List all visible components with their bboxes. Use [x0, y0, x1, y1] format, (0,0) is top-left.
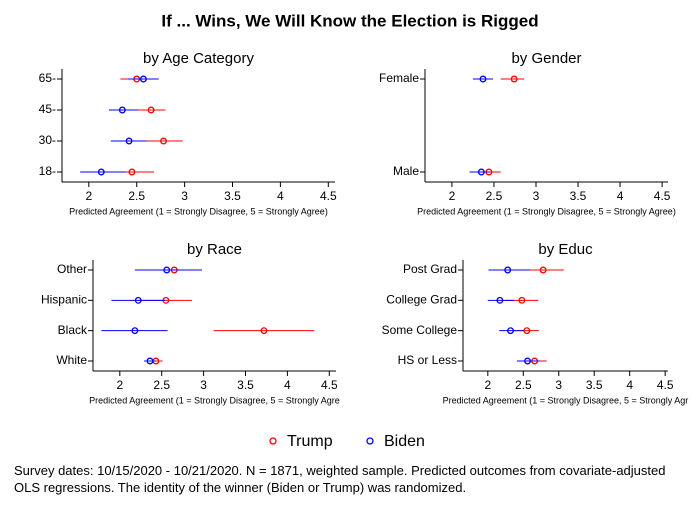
point-estimate: [128, 168, 136, 176]
chart: If ... Wins, We Will Know the Election i…: [39, 11, 689, 450]
y-tick-label: Black: [58, 323, 88, 337]
point-estimate: [539, 266, 547, 274]
y-tick-label: Some College: [382, 323, 458, 337]
x-tick-label: 2.5: [128, 189, 145, 203]
point-estimate: [139, 75, 147, 83]
x-tick-label: 4.5: [657, 378, 674, 392]
note: Survey dates: 10/15/2020 - 10/21/2020. N…: [14, 463, 666, 495]
x-tick-label: 2.5: [486, 189, 503, 203]
legend-marker: [366, 437, 374, 445]
x-tick-label: 2: [116, 378, 123, 392]
y-tick-label: Post Grad: [403, 262, 457, 276]
x-tick-label: 2: [484, 378, 491, 392]
y-tick-label: Hispanic: [41, 293, 87, 307]
point-estimate: [97, 168, 105, 176]
legend-marker: [269, 437, 277, 445]
x-axis-label: Predicted Agreement (1 = Strongly Disagr…: [443, 395, 689, 405]
point-estimate: [523, 327, 531, 335]
point-estimate: [131, 327, 139, 335]
point-estimate: [496, 296, 504, 304]
x-tick-label: 4: [284, 378, 291, 392]
legend-label: Trump: [287, 433, 333, 450]
point-estimate: [125, 137, 133, 145]
y-tick-label: 30-: [39, 133, 56, 147]
point-estimate: [477, 168, 485, 176]
x-tick-label: 3.5: [224, 189, 241, 203]
y-tick-label: 45-: [39, 102, 56, 116]
point-estimate: [504, 266, 512, 274]
point-estimate: [134, 296, 142, 304]
panel-title: by Educ: [538, 241, 593, 258]
point-estimate: [510, 75, 518, 83]
x-tick-label: 3: [181, 189, 188, 203]
point-estimate: [146, 357, 154, 365]
point-estimate: [163, 266, 171, 274]
point-estimate: [518, 296, 526, 304]
y-tick-label: Female: [379, 71, 419, 85]
y-tick-label: White: [56, 353, 87, 367]
panel-title: by Age Category: [143, 50, 254, 67]
point-estimate: [160, 137, 167, 145]
x-tick-label: 3: [533, 189, 540, 203]
legend-label: Biden: [384, 433, 425, 450]
x-axis-label: Predicted Agreement (1 = Strongly Disagr…: [89, 395, 340, 405]
panel-title: by Gender: [511, 50, 581, 67]
x-tick-label: 3: [555, 378, 562, 392]
y-tick-label: HS or Less: [398, 353, 457, 367]
point-estimate: [479, 75, 487, 83]
x-tick-label: 4: [617, 189, 624, 203]
y-tick-label: College Grad: [386, 293, 457, 307]
x-tick-label: 4.5: [654, 189, 671, 203]
y-tick-label: 65-: [39, 71, 56, 85]
y-tick-label: 18-: [39, 164, 56, 178]
chart-title: If ... Wins, We Will Know the Election i…: [161, 11, 538, 30]
x-tick-label: 3: [200, 378, 207, 392]
x-axis-label: Predicted Agreement (1 = Strongly Disagr…: [69, 206, 328, 216]
x-tick-label: 4: [626, 378, 633, 392]
panel-title: by Race: [187, 241, 242, 258]
point-estimate: [118, 106, 126, 114]
x-tick-label: 4.5: [321, 378, 338, 392]
x-tick-label: 3.5: [570, 189, 587, 203]
x-tick-label: 2: [449, 189, 456, 203]
x-tick-label: 4.5: [320, 189, 337, 203]
x-tick-label: 2.5: [153, 378, 170, 392]
x-tick-label: 2: [85, 189, 92, 203]
x-tick-label: 3.5: [237, 378, 254, 392]
y-tick-label: Other: [57, 262, 87, 276]
x-tick-label: 4: [277, 189, 284, 203]
point-estimate: [260, 327, 268, 335]
x-axis-label: Predicted Agreement (1 = Strongly Disagr…: [417, 206, 676, 216]
x-tick-label: 2.5: [515, 378, 532, 392]
point-estimate: [524, 357, 532, 365]
point-estimate: [507, 327, 514, 335]
point-estimate: [147, 106, 155, 114]
y-tick-label: Male: [393, 164, 419, 178]
x-tick-label: 3.5: [586, 378, 603, 392]
